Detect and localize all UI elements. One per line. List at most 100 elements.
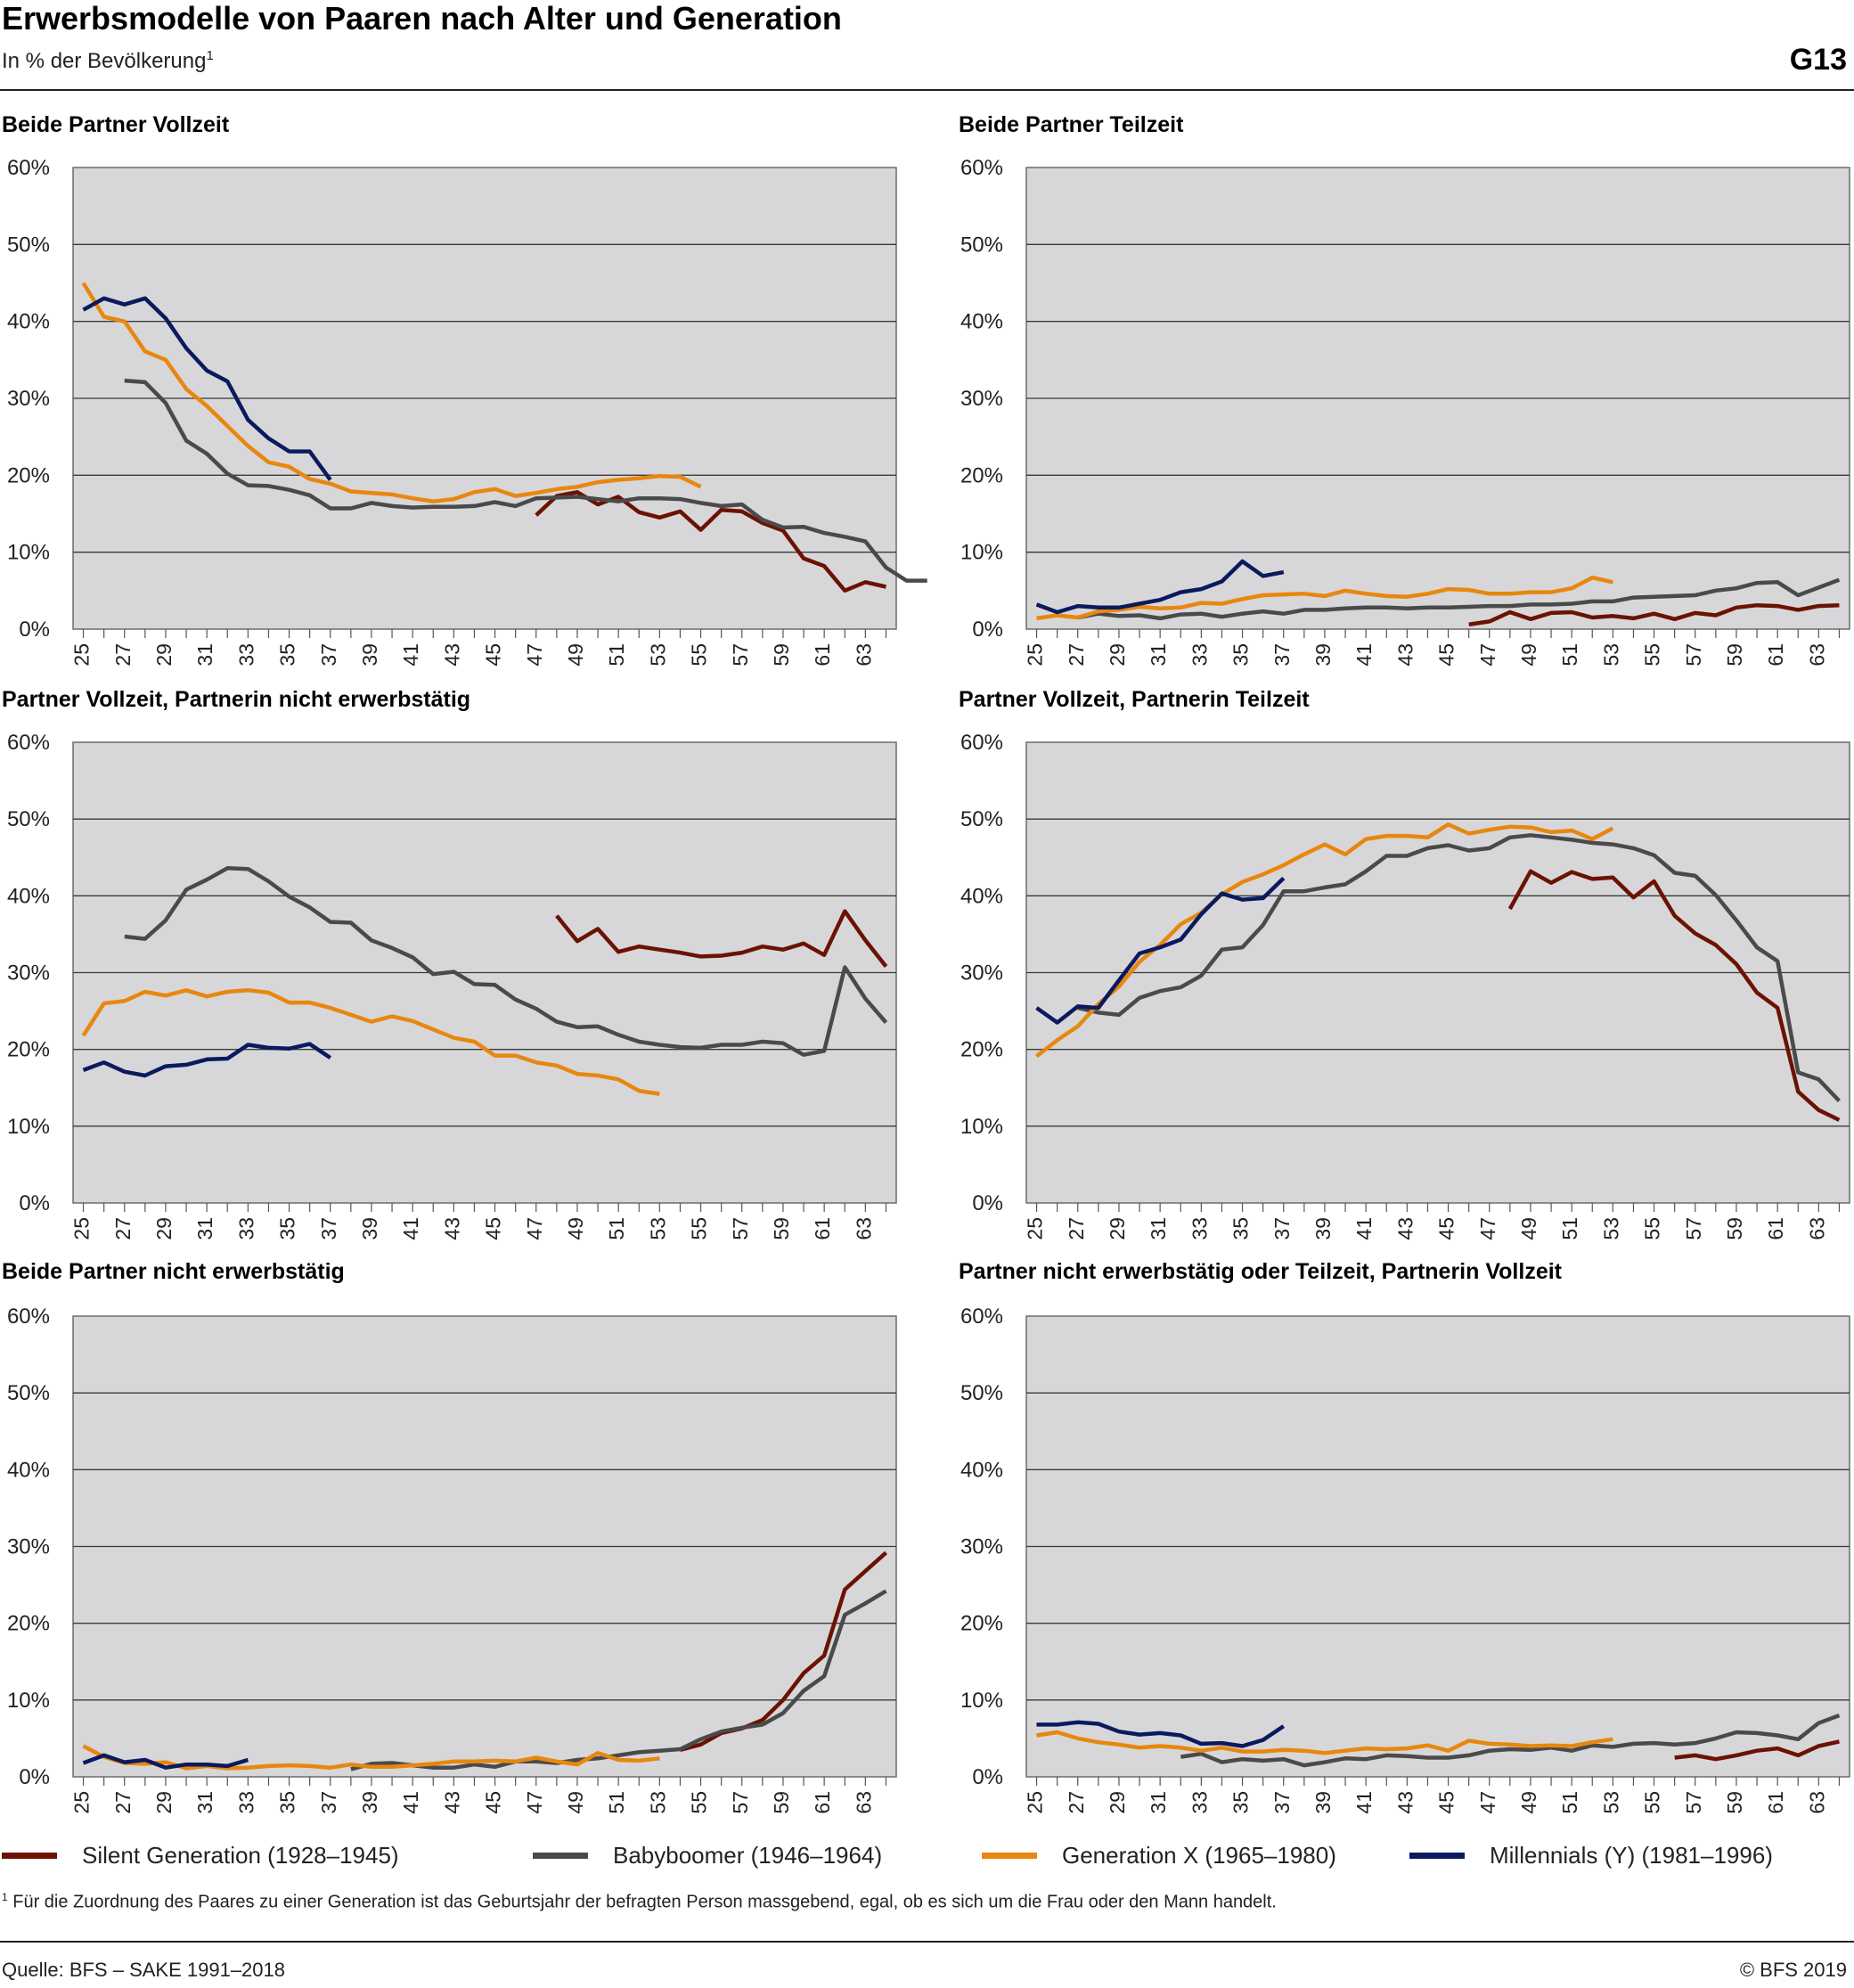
- x-tick-label: 41: [1352, 1217, 1376, 1240]
- x-tick-label: 33: [1188, 1217, 1211, 1240]
- legend-item-silent-generation: Silent Generation (1928–1945): [2, 1837, 399, 1873]
- page-title: Erwerbsmodelle von Paaren nach Alter und…: [2, 0, 842, 37]
- x-tick-label: 55: [1641, 1217, 1664, 1240]
- x-tick-label: 33: [234, 643, 257, 667]
- series-line-generation-x: [1036, 575, 1613, 621]
- x-tick-label: 47: [1476, 1217, 1499, 1240]
- x-tick-label: 31: [1147, 1791, 1170, 1814]
- chart-title: Beide Partner nicht erwerbstätig: [2, 1259, 345, 1284]
- series-line-generation-x: [81, 282, 702, 503]
- x-tick-label: 47: [1476, 1791, 1499, 1814]
- legend-item-babyboomer: Babyboomer (1946–1964): [533, 1837, 882, 1873]
- x-tick-label: 57: [729, 1217, 752, 1240]
- x-tick-label: 63: [852, 1791, 875, 1814]
- footer-rule: [0, 1941, 1854, 1943]
- x-tick-label: 57: [729, 1791, 752, 1814]
- x-tick-label: 35: [1229, 1791, 1253, 1814]
- series-line-babyboomer: [124, 378, 927, 583]
- series-line-generation-x: [1036, 1730, 1613, 1755]
- y-tick-label: 10%: [7, 1689, 50, 1713]
- x-tick-label: 57: [1682, 1791, 1705, 1814]
- x-tick-label: 43: [1393, 1791, 1417, 1814]
- y-tick-label: 50%: [960, 233, 1003, 257]
- x-tick-label: 35: [276, 1217, 299, 1240]
- y-tick-label: 30%: [960, 961, 1003, 986]
- x-tick-label: 53: [1599, 1217, 1622, 1240]
- legend-label: Millennials (Y) (1981–1996): [1490, 1841, 1773, 1869]
- x-tick-label: 45: [482, 1791, 505, 1814]
- chart-title: Partner Vollzeit, Partnerin Teilzeit: [959, 687, 1310, 712]
- x-tick-label: 37: [317, 1217, 340, 1240]
- x-tick-label: 33: [234, 1217, 257, 1240]
- series-line-generation-x: [81, 988, 660, 1096]
- x-tick-label: 43: [1393, 1217, 1417, 1240]
- y-tick-label: 50%: [7, 807, 50, 831]
- series-line-silent-generation: [535, 490, 886, 593]
- x-tick-label: 45: [482, 1217, 505, 1240]
- x-tick-label: 39: [358, 643, 381, 667]
- x-tick-label: 39: [1311, 643, 1335, 667]
- x-tick-label: 45: [1435, 1791, 1458, 1814]
- series-line-silent-generation: [1507, 869, 1841, 1122]
- series-line-generation-x: [1035, 822, 1614, 1059]
- y-tick-label: 0%: [19, 1765, 50, 1789]
- footnote-marker: 1: [2, 1891, 8, 1903]
- y-tick-label: 60%: [960, 1305, 1003, 1329]
- x-tick-label: 41: [399, 1217, 422, 1240]
- legend-swatch: [1409, 1852, 1465, 1859]
- x-tick-label: 55: [688, 1791, 711, 1814]
- x-tick-label: 49: [564, 1791, 587, 1814]
- legend-swatch: [533, 1852, 588, 1859]
- y-tick-label: 40%: [960, 1458, 1003, 1482]
- x-tick-label: 45: [482, 643, 505, 667]
- y-tick-label: 40%: [7, 310, 50, 334]
- x-tick-label: 29: [152, 1791, 176, 1814]
- x-tick-label: 49: [1517, 1791, 1540, 1814]
- x-tick-label: 25: [70, 1791, 94, 1814]
- x-tick-label: 59: [1723, 1217, 1746, 1240]
- chart-figure: Beide Partner Vollzeit 0% 10% 20% 30% 40% 50% 6…: [2, 112, 1850, 1814]
- y-tick-label: 0%: [19, 1191, 50, 1215]
- chart-panel-5: Beide Partner nicht erwerbstätig 0% 10% 20%…: [2, 1259, 897, 1814]
- x-tick-label: 55: [688, 1217, 711, 1240]
- x-tick-label: 37: [317, 1791, 340, 1814]
- series-line-silent-generation: [555, 909, 888, 968]
- chart-panel-4: Partner Vollzeit, Partnerin Teilzeit 0% 10…: [959, 687, 1850, 1240]
- x-tick-label: 27: [111, 643, 135, 667]
- y-tick-label: 40%: [7, 884, 50, 908]
- source-note: Quelle: BFS – SAKE 1991–2018: [2, 1959, 285, 1981]
- x-tick-label: 55: [688, 643, 711, 667]
- x-tick-label: 59: [770, 643, 793, 667]
- series-line-millennials: [1036, 1720, 1286, 1748]
- x-tick-label: 49: [1517, 643, 1540, 667]
- y-tick-label: 40%: [960, 310, 1003, 334]
- x-tick-label: 35: [1229, 643, 1253, 667]
- series-line-babyboomer: [1180, 1713, 1841, 1768]
- x-tick-label: 33: [234, 1791, 257, 1814]
- series-line-millennials: [1035, 559, 1285, 615]
- series-line-millennials: [82, 1042, 332, 1078]
- series-line-millennials: [1035, 876, 1286, 1025]
- x-tick-label: 27: [1065, 643, 1088, 667]
- x-tick-label: 51: [1558, 1217, 1581, 1240]
- x-tick-label: 61: [811, 1217, 834, 1240]
- series-line-millennials: [82, 296, 332, 481]
- y-tick-label: 10%: [7, 1115, 50, 1139]
- x-tick-label: 63: [852, 643, 875, 667]
- x-tick-label: 39: [1311, 1791, 1335, 1814]
- legend: Silent Generation (1928–1945) Babyboomer…: [0, 1837, 1854, 1873]
- x-tick-label: 27: [1065, 1217, 1088, 1240]
- x-tick-label: 25: [1024, 1217, 1047, 1240]
- y-tick-label: 30%: [960, 1535, 1003, 1559]
- x-tick-label: 35: [1229, 1217, 1253, 1240]
- series-line-silent-generation: [679, 1550, 888, 1752]
- y-tick-label: 50%: [960, 1381, 1003, 1405]
- x-tick-label: 59: [1723, 1791, 1746, 1814]
- legend-item-generation-x: Generation X (1965–1980): [982, 1837, 1336, 1873]
- legend-swatch: [2, 1852, 57, 1859]
- footnote-text: Für die Zuordnung des Paares zu einer Ge…: [12, 1892, 1277, 1912]
- x-tick-label: 59: [770, 1217, 793, 1240]
- x-tick-label: 27: [111, 1217, 135, 1240]
- x-tick-label: 63: [852, 1217, 875, 1240]
- x-tick-label: 43: [440, 1791, 463, 1814]
